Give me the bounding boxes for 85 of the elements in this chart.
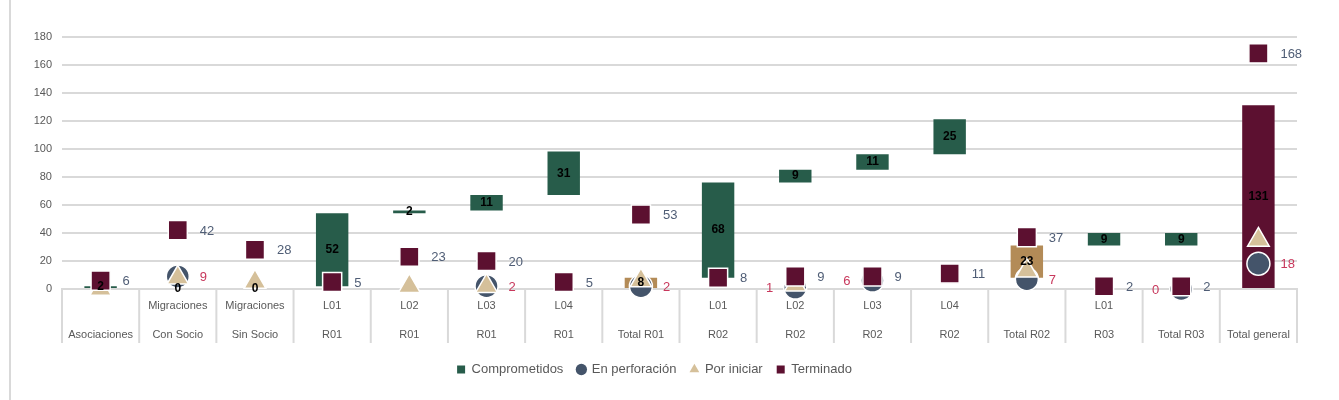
data-label: 9 (199, 268, 208, 284)
data-label: 42 (199, 222, 215, 238)
point (244, 239, 266, 261)
legend-label: Por iniciar (704, 361, 764, 377)
point (167, 219, 189, 241)
y-tick-label: 120 (33, 113, 52, 126)
y-tick-label: 0 (45, 282, 52, 295)
point (1170, 275, 1192, 297)
category-label: L01 R02 (708, 299, 729, 340)
category-label: L01 R01 (322, 299, 343, 340)
data-label: 2 (1126, 278, 1134, 294)
legend-label: En perforación (591, 361, 677, 377)
data-label: 68 (711, 222, 726, 237)
category-label: Migraciones Sin Socio (225, 299, 285, 340)
x-tick-label: Total R01 (617, 327, 665, 340)
data-label: 53 (662, 207, 678, 223)
point (321, 271, 343, 293)
category-label: L02 R02 (785, 299, 806, 340)
data-label: 168 (1280, 45, 1303, 61)
category-label: L04 R02 (939, 299, 960, 340)
point (1016, 226, 1038, 248)
point (707, 267, 729, 289)
data-label: 0 (1151, 281, 1160, 297)
point (399, 246, 420, 268)
y-tick-label: 40 (39, 225, 52, 238)
data-label: 11 (971, 266, 986, 282)
category-label: L02 R01 (399, 299, 420, 340)
data-label: 11 (480, 195, 494, 210)
data-label: 23 (431, 249, 446, 265)
data-label: 131 (1248, 188, 1269, 203)
data-label: 6 (122, 273, 130, 289)
y-tick-label: 180 (33, 29, 52, 42)
category-label: L04 R01 (553, 299, 574, 340)
y-tick-label: 80 (39, 169, 52, 182)
point (1246, 251, 1271, 276)
data-label: 5 (354, 274, 362, 290)
data-label: 2 (662, 278, 671, 294)
data-label: 37 (1048, 229, 1064, 245)
category-label: L03 R01 (476, 299, 497, 340)
y-tick-label: 60 (39, 197, 52, 210)
point (862, 266, 883, 287)
data-label: 9 (1100, 231, 1108, 246)
data-label: 9 (894, 268, 902, 284)
x-tick-label: Asociaciones (68, 327, 134, 340)
data-label: 8 (740, 270, 748, 286)
point (476, 250, 497, 272)
x-tick-label: Total general (1226, 327, 1290, 340)
category-label: Migraciones Con Socio (148, 299, 208, 340)
data-label: 8 (637, 275, 645, 290)
data-label: 28 (276, 242, 292, 258)
data-label: 2 (1203, 278, 1211, 294)
data-label: 9 (1177, 231, 1185, 246)
data-label: 7 (1048, 271, 1057, 287)
point (630, 204, 652, 225)
point (553, 271, 575, 293)
data-label: 0 (251, 281, 259, 296)
x-tick-label: Total R02 (1003, 327, 1051, 340)
data-label: 11 (866, 154, 880, 169)
bar (933, 119, 966, 155)
legend-label: Terminado (791, 361, 852, 377)
y-tick-label: 100 (33, 141, 52, 154)
data-label: 25 (942, 129, 957, 144)
x-tick-label: Total R03 (1157, 327, 1205, 340)
point (1248, 43, 1269, 64)
bar (547, 151, 580, 196)
point (784, 266, 806, 287)
data-label: 1 (766, 280, 774, 296)
y-tick-label: 20 (39, 253, 52, 266)
data-label: 9 (791, 168, 799, 183)
data-label: 5 (585, 274, 593, 290)
data-label: 20 (508, 253, 523, 269)
category-label: L03 R02 (862, 299, 883, 340)
point (939, 263, 960, 284)
data-label: 31 (557, 165, 571, 180)
point (1093, 275, 1115, 297)
data-label: 6 (843, 273, 851, 289)
data-label: 52 (325, 242, 340, 257)
y-tick-label: 140 (33, 85, 52, 98)
y-tick-label: 160 (33, 57, 52, 70)
bar (856, 154, 889, 170)
data-label: 18 (1280, 256, 1295, 272)
category-label: L01 R03 (1093, 299, 1115, 340)
data-label: 2 (508, 278, 516, 294)
data-label: 9 (817, 268, 825, 284)
legend-label: Comprometidos (471, 361, 564, 377)
